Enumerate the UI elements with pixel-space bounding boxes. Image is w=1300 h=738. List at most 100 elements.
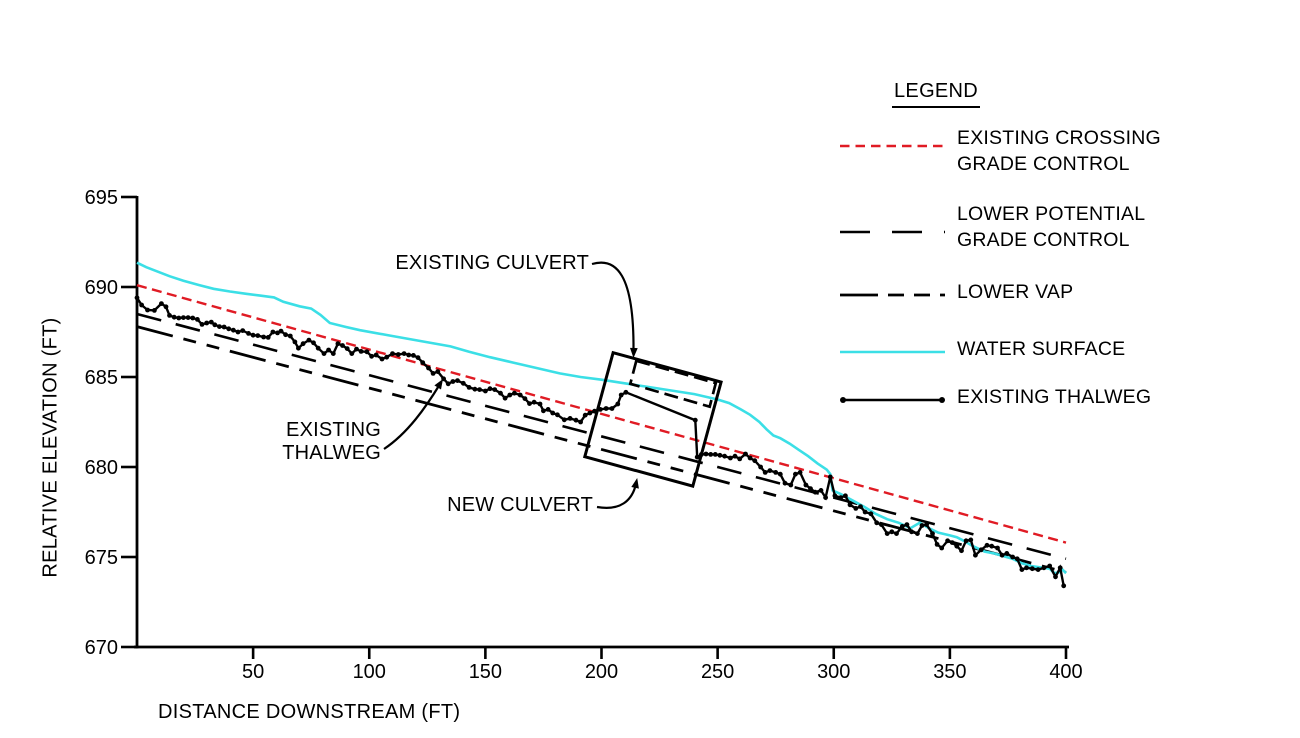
- thalweg-point: [204, 320, 210, 326]
- thalweg-point: [1057, 565, 1063, 571]
- thalweg-point: [899, 524, 905, 529]
- thalweg-point: [349, 351, 355, 356]
- thalweg-point: [330, 351, 336, 356]
- thalweg-point: [803, 482, 809, 488]
- legend-item-existing-thalweg-line1: EXISTING THALWEG: [957, 386, 1152, 408]
- thalweg-point: [812, 489, 818, 495]
- thalweg-point: [773, 470, 779, 475]
- thalweg-point: [567, 416, 573, 421]
- thalweg-point: [853, 506, 859, 511]
- thalweg-point: [545, 407, 551, 412]
- thalweg-point: [278, 328, 284, 334]
- thalweg-point: [390, 351, 395, 356]
- thalweg-point: [199, 322, 205, 327]
- thalweg-point: [292, 339, 298, 345]
- existing-thalweg-label-line2: THALWEG: [282, 442, 381, 464]
- thalweg-point: [732, 453, 738, 459]
- thalweg-point: [692, 417, 698, 423]
- legend-sample-existing-thalweg: [840, 397, 945, 403]
- thalweg-point: [1024, 565, 1029, 571]
- thalweg-point: [167, 313, 172, 318]
- thalweg-point: [384, 354, 390, 360]
- thalweg-point: [949, 540, 955, 545]
- existing-culvert-leader-arrowhead-icon: [630, 347, 638, 358]
- legend-sample-dot: [840, 397, 846, 403]
- thalweg-point: [311, 340, 316, 346]
- thalweg-point: [145, 307, 150, 313]
- x-tick-label: 250: [701, 661, 734, 683]
- thalweg-point: [502, 395, 508, 401]
- existing-culvert-leader-path: [591, 261, 635, 351]
- thalweg-point: [1061, 583, 1067, 589]
- thalweg-point: [862, 509, 868, 515]
- thalweg-point: [492, 387, 498, 392]
- legend-sample-existing-crossing-grade-control: [840, 144, 945, 148]
- thalweg-point: [797, 470, 803, 475]
- legend-item-lower-potential-grade-control: LOWER POTENTIAL GRADE CONTROL: [957, 202, 1145, 253]
- thalweg-point: [300, 341, 306, 347]
- thalweg-point: [430, 371, 436, 376]
- thalweg-point: [1047, 563, 1053, 569]
- thalweg-point: [561, 417, 567, 423]
- thalweg-point: [915, 531, 920, 536]
- thalweg-point: [460, 380, 466, 386]
- thalweg-point: [522, 396, 528, 401]
- thalweg-point: [159, 301, 164, 306]
- y-tick-label: 680: [85, 457, 118, 479]
- new-culvert-box: [582, 350, 723, 488]
- thalweg-point: [919, 523, 925, 528]
- thalweg-point: [909, 529, 914, 535]
- legend-item-water-surface: WATER SURFACE: [957, 337, 1125, 363]
- thalweg-point: [435, 369, 441, 374]
- thalweg-point: [379, 356, 385, 362]
- thalweg-point: [737, 456, 743, 462]
- thalweg-point: [181, 315, 186, 320]
- legend-item-existing-thalweg: EXISTING THALWEG: [957, 385, 1151, 411]
- series-existing-crossing-grade-control: [136, 284, 1067, 544]
- thalweg-point: [587, 410, 593, 416]
- thalweg-point: [212, 322, 218, 328]
- thalweg-point: [924, 522, 929, 527]
- existing-thalweg-label-line1: EXISTING: [286, 419, 381, 441]
- thalweg-point: [904, 522, 910, 527]
- thalweg-point: [358, 349, 364, 354]
- thalweg-point: [843, 493, 848, 499]
- new-culvert-leader-path: [596, 483, 638, 509]
- lower-potential-grade-control-line: [136, 312, 1067, 561]
- axes: 670 675 680 685 690 695 50 100 150 200 250 300 350 40…: [85, 187, 1083, 683]
- thalweg-point: [968, 537, 974, 543]
- y-tick-label: 670: [85, 637, 118, 659]
- thalweg-point: [477, 387, 482, 392]
- existing-thalweg-leader-arrowhead-icon: [434, 379, 443, 390]
- thalweg-point: [498, 390, 503, 396]
- thalweg-point: [354, 346, 359, 352]
- legend-sample-lower-potential-grade-control: [840, 230, 945, 234]
- thalweg-point: [767, 468, 773, 473]
- thalweg-point: [954, 543, 960, 549]
- thalweg-point: [930, 531, 935, 536]
- new-culvert-leader-arrowhead-icon: [631, 478, 639, 489]
- thalweg-point: [517, 392, 523, 398]
- thalweg-point: [415, 355, 421, 360]
- thalweg-point: [788, 482, 794, 488]
- x-tick-label: 400: [1049, 661, 1082, 683]
- thalweg-point: [847, 502, 853, 508]
- thalweg-point: [879, 522, 884, 527]
- thalweg-point: [315, 345, 321, 351]
- thalweg-point: [512, 390, 517, 396]
- x-tick-label: 350: [933, 661, 966, 683]
- thalweg-point: [550, 410, 556, 416]
- thalweg-point: [984, 542, 990, 548]
- thalweg-point: [858, 504, 863, 509]
- thalweg-point: [722, 453, 727, 459]
- legend-sample-dot: [939, 397, 945, 403]
- y-tick-label: 695: [85, 187, 118, 209]
- legend-item-existing-crossing-grade-control-line2: GRADE CONTROL: [957, 152, 1130, 175]
- thalweg-point: [270, 329, 276, 335]
- thalweg-point: [694, 454, 700, 460]
- thalweg-point: [163, 304, 169, 310]
- thalweg-point: [261, 334, 266, 340]
- thalweg-point: [246, 331, 251, 336]
- thalweg-point: [747, 455, 753, 461]
